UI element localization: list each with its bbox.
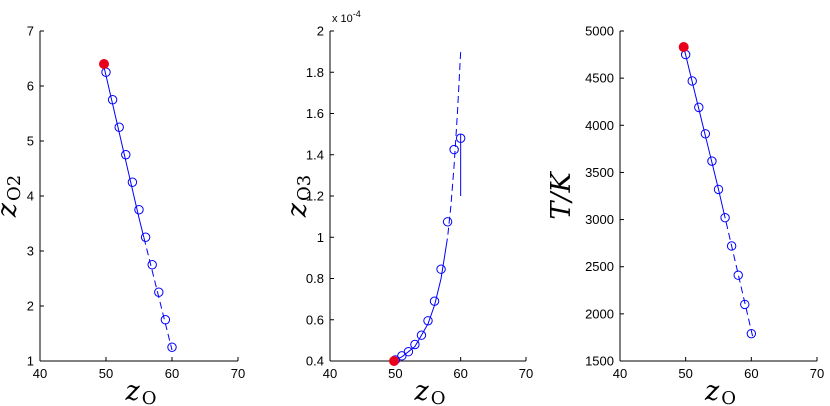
y-tick-label: 4500 (585, 71, 614, 86)
chart-panel-2: 40 50 60 700.40.60.811.21.41.61.82x 10-4z Oz… (282, 9, 533, 406)
y-tick-label: 1 (27, 354, 34, 369)
chart-panel-3: 40 50 60 70 1500 2000 2500 3000 3500 4000 4500 5000… (546, 24, 824, 406)
series-line-solid (393, 245, 447, 362)
y-tick-label: 1.2 (306, 189, 324, 204)
x-tick-label: 70 (810, 366, 824, 381)
x-tick-label: 60 (744, 366, 758, 381)
x-tick-label: 60 (165, 366, 179, 381)
y-tick-label: 1.8 (306, 65, 324, 80)
y-tick-label: 5000 (585, 24, 614, 39)
highlight-point (99, 59, 110, 69)
data-point-marker (403, 347, 414, 357)
y-tick-label: 6 (27, 79, 34, 94)
y-tick-label: 1 (317, 230, 324, 245)
y-axis-label-sub: O3 (294, 175, 315, 201)
data-point-marker (147, 260, 157, 270)
y-tick-label: 3 (27, 244, 34, 259)
y-tick-label: 0.6 (306, 312, 324, 327)
data-point-marker (746, 328, 757, 339)
y-axis-label: zO2 (0, 175, 25, 218)
x-axis-label-sub: O (431, 388, 446, 406)
data-point-marker (733, 270, 743, 280)
y-tick-label: 1500 (585, 354, 614, 369)
highlight-point (678, 42, 689, 53)
data-point-marker (397, 351, 407, 361)
y-axis-label-main: z (282, 202, 313, 218)
y-axis-label-main: T/K (546, 171, 577, 220)
series-line-dashed (723, 211, 754, 337)
data-point-marker (694, 102, 704, 113)
data-point-marker (687, 76, 697, 86)
data-point-marker (160, 315, 171, 325)
y-tick-label: 0.8 (306, 271, 324, 286)
data-point-marker (121, 150, 131, 160)
y-axis-label: T/K (546, 171, 577, 220)
x-tick-label: 40 (33, 366, 47, 381)
data-point-marker (740, 299, 750, 310)
data-point-marker (423, 316, 433, 326)
data-point-marker (167, 342, 177, 352)
data-point-marker (713, 184, 724, 195)
data-point-marker (134, 205, 144, 215)
series-line-solid (102, 61, 145, 238)
y-tick-label: 2 (317, 24, 324, 39)
data-point-marker (107, 95, 118, 105)
series-line-solid (683, 46, 725, 212)
data-point-marker (455, 133, 466, 143)
y-tick-label: 4 (27, 189, 34, 204)
data-point-marker (449, 144, 459, 155)
x-axis-label-main: z (414, 376, 430, 406)
y-axis-label-sub: O2 (4, 175, 25, 201)
data-point-marker (127, 177, 138, 187)
axis-multiplier: x 10-4 (332, 9, 361, 25)
y-tick-label: 1.4 (306, 147, 324, 162)
data-point-marker (720, 212, 730, 223)
data-point-marker (140, 232, 151, 242)
y-tick-label: 2 (27, 299, 34, 314)
y-tick-label: 7 (27, 24, 34, 39)
x-tick-label: 70 (231, 366, 245, 381)
x-tick-label: 50 (99, 366, 113, 381)
y-tick-label: 4000 (585, 118, 614, 133)
y-tick-label: 2000 (585, 306, 614, 321)
axis-multiplier-base: x 10 (332, 13, 353, 25)
data-point-marker (436, 264, 446, 274)
y-axis-label: zO3 (282, 175, 315, 218)
series-line-dashed (143, 237, 173, 351)
y-tick-label: 2500 (585, 259, 614, 274)
chart-panel-1: 405060701234567zOzO2 (0, 24, 245, 406)
data-point-marker (429, 296, 440, 306)
y-tick-label: 1.6 (306, 106, 324, 121)
data-point-marker (707, 156, 717, 166)
x-tick-label: 50 (678, 366, 692, 381)
y-tick-label: 3500 (585, 165, 614, 180)
axis-multiplier-exponent: -4 (353, 9, 361, 19)
data-point-marker (726, 241, 737, 251)
x-axis-label-sub: O (721, 388, 736, 406)
x-tick-label: 40 (323, 366, 337, 381)
y-tick-label: 0.4 (306, 354, 324, 369)
highlight-point (389, 356, 400, 366)
x-tick-label: 60 (453, 366, 467, 381)
data-point-marker (442, 217, 453, 227)
x-axis-label-sub: O (142, 388, 157, 406)
data-point-marker (410, 339, 420, 350)
y-axis-label-main: z (0, 202, 23, 218)
data-point-marker (700, 129, 711, 139)
data-point-marker (114, 122, 124, 132)
data-point-marker (154, 287, 164, 297)
x-tick-label: 70 (519, 366, 533, 381)
x-axis-label-main: z (704, 376, 720, 406)
x-tick-label: 50 (388, 366, 402, 381)
x-axis-label-main: z (125, 376, 141, 406)
x-tick-label: 40 (613, 366, 627, 381)
series-line-dashed (445, 51, 462, 246)
y-tick-label: 3000 (585, 212, 614, 227)
y-tick-label: 5 (27, 134, 34, 149)
data-point-marker (416, 330, 427, 340)
